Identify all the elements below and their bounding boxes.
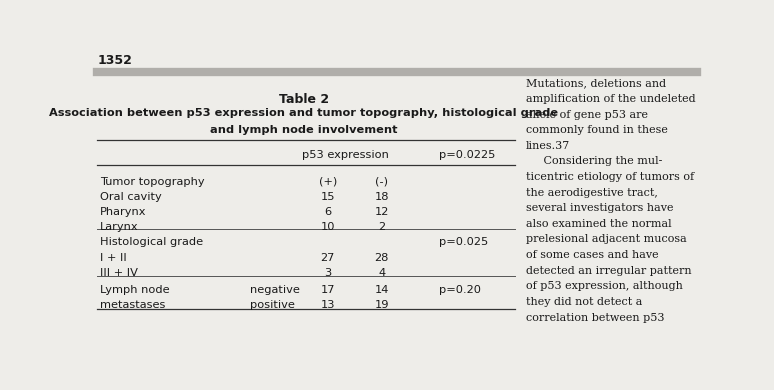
- Text: p=0.20: p=0.20: [439, 285, 481, 295]
- Text: 18: 18: [375, 191, 389, 202]
- Text: Tumor topography: Tumor topography: [100, 177, 204, 186]
- Text: metastases: metastases: [100, 300, 165, 310]
- Text: 14: 14: [375, 285, 389, 295]
- Text: Pharynx: Pharynx: [100, 207, 146, 216]
- Text: Association between p53 expression and tumor topography, histological grade: Association between p53 expression and t…: [49, 108, 558, 118]
- Text: 4: 4: [378, 268, 385, 278]
- Text: 6: 6: [324, 207, 331, 216]
- Text: 27: 27: [320, 254, 335, 263]
- Text: positive: positive: [250, 300, 295, 310]
- Text: 17: 17: [320, 285, 335, 295]
- Text: 3: 3: [324, 268, 331, 278]
- Text: Table 2: Table 2: [279, 93, 329, 106]
- Text: and lymph node involvement: and lymph node involvement: [210, 125, 397, 135]
- Text: 19: 19: [375, 300, 389, 310]
- Text: Considering the mul-: Considering the mul-: [526, 156, 662, 167]
- Text: Larynx: Larynx: [100, 222, 139, 232]
- Text: lines.37: lines.37: [526, 141, 570, 151]
- Text: p=0.0225: p=0.0225: [439, 151, 495, 160]
- Text: Histological grade: Histological grade: [100, 238, 203, 248]
- Text: (-): (-): [375, 177, 389, 186]
- Text: 13: 13: [320, 300, 335, 310]
- Text: ticentric etiology of tumors of: ticentric etiology of tumors of: [526, 172, 694, 182]
- Text: p=0.025: p=0.025: [439, 238, 488, 248]
- Text: the aerodigestive tract,: the aerodigestive tract,: [526, 188, 658, 198]
- Text: they did not detect a: they did not detect a: [526, 297, 642, 307]
- Text: 1352: 1352: [98, 54, 133, 67]
- Text: detected an irregular pattern: detected an irregular pattern: [526, 266, 691, 276]
- Text: also examined the normal: also examined the normal: [526, 219, 671, 229]
- Text: 12: 12: [375, 207, 389, 216]
- Text: commonly found in these: commonly found in these: [526, 125, 667, 135]
- Text: 2: 2: [378, 222, 385, 232]
- Text: several investigators have: several investigators have: [526, 203, 673, 213]
- Text: allele of gene p53 are: allele of gene p53 are: [526, 110, 648, 120]
- Text: Mutations, deletions and: Mutations, deletions and: [526, 78, 666, 88]
- Text: 10: 10: [320, 222, 335, 232]
- Text: III + IV: III + IV: [100, 268, 138, 278]
- Text: p53 expression: p53 expression: [303, 151, 389, 160]
- Text: 28: 28: [375, 254, 389, 263]
- Text: Lymph node: Lymph node: [100, 285, 170, 295]
- Text: of p53 expression, although: of p53 expression, although: [526, 281, 683, 291]
- Text: Oral cavity: Oral cavity: [100, 191, 162, 202]
- Text: prelesional adjacent mucosa: prelesional adjacent mucosa: [526, 234, 687, 245]
- Text: negative: negative: [250, 285, 300, 295]
- Text: of some cases and have: of some cases and have: [526, 250, 658, 260]
- Text: I + II: I + II: [100, 254, 126, 263]
- Text: amplification of the undeleted: amplification of the undeleted: [526, 94, 695, 104]
- Text: 15: 15: [320, 191, 335, 202]
- Text: correlation between p53: correlation between p53: [526, 312, 664, 323]
- Text: (+): (+): [319, 177, 337, 186]
